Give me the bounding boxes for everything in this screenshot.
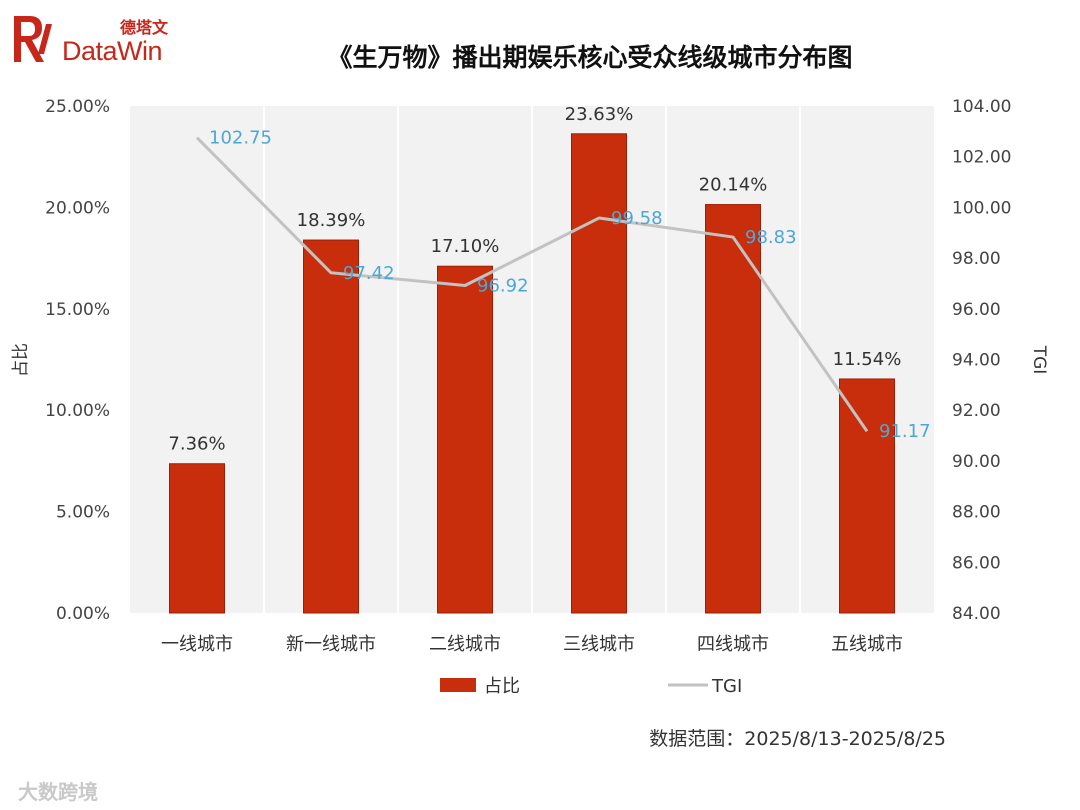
y-right-tick-label: 96.00 bbox=[952, 300, 1001, 320]
bar-value-label: 20.14% bbox=[699, 175, 768, 196]
bar-value-label: 17.10% bbox=[431, 236, 500, 257]
x-tick-label: 三线城市 bbox=[563, 634, 635, 655]
y-right-tick-label: 84.00 bbox=[952, 604, 1001, 624]
y-right-tick-label: 100.00 bbox=[952, 198, 1011, 218]
bar bbox=[437, 265, 493, 614]
bar bbox=[169, 463, 225, 614]
x-tick-label: 二线城市 bbox=[429, 634, 501, 655]
tgi-value-label: 97.42 bbox=[343, 263, 395, 284]
legend-label-bar: 占比 bbox=[484, 676, 520, 697]
y-right-tick-label: 90.00 bbox=[952, 452, 1001, 472]
bar bbox=[303, 239, 359, 614]
datawin-logo: 德塔文 DataWin bbox=[8, 10, 178, 70]
y-right-tick-label: 92.00 bbox=[952, 401, 1001, 421]
brand-name-cn: 德塔文 bbox=[120, 18, 169, 37]
x-tick-label: 四线城市 bbox=[697, 634, 769, 655]
bar-value-label: 18.39% bbox=[297, 210, 366, 231]
tgi-value-label: 96.92 bbox=[477, 275, 529, 296]
y-left-tick-label: 5.00% bbox=[56, 503, 110, 523]
y-right-tick-label: 104.00 bbox=[952, 97, 1011, 117]
y-right-tick-label: 98.00 bbox=[952, 249, 1001, 269]
tgi-value-label: 91.17 bbox=[879, 421, 931, 442]
y-left-tick-label: 20.00% bbox=[45, 198, 110, 218]
datawin-logo-mark-icon bbox=[14, 16, 52, 62]
y-left-tick-label: 15.00% bbox=[45, 300, 110, 320]
y-right-tick-label: 102.00 bbox=[952, 148, 1011, 168]
bar-value-label: 11.54% bbox=[833, 349, 902, 370]
y-left-axis-title: 占比 bbox=[11, 343, 31, 377]
y-left-tick-label: 10.00% bbox=[45, 401, 110, 421]
y-left-tick-label: 0.00% bbox=[56, 604, 110, 624]
watermark: 大数跨境 bbox=[18, 780, 98, 804]
bar bbox=[839, 378, 895, 614]
x-tick-label: 一线城市 bbox=[161, 634, 233, 655]
data-range-note: 数据范围：2025/8/13-2025/8/25 bbox=[649, 728, 946, 750]
x-tick-label: 五线城市 bbox=[831, 634, 903, 655]
brand-name: DataWin bbox=[62, 36, 163, 66]
y-right-axis-title: TGI bbox=[1029, 345, 1049, 375]
y-left-tick-label: 25.00% bbox=[45, 97, 110, 117]
x-tick-label: 新一线城市 bbox=[286, 634, 376, 655]
tgi-line bbox=[195, 136, 869, 433]
y-right-tick-label: 86.00 bbox=[952, 553, 1001, 573]
bar bbox=[705, 204, 761, 614]
y-right-tick-label: 94.00 bbox=[952, 351, 1001, 371]
bar-value-label: 23.63% bbox=[565, 104, 634, 125]
chart-title: 《生万物》播出期娱乐核心受众线级城市分布图 bbox=[327, 43, 853, 72]
tgi-value-label: 98.83 bbox=[745, 227, 797, 248]
bar-value-label: 7.36% bbox=[168, 434, 225, 455]
y-right-tick-label: 88.00 bbox=[952, 503, 1001, 523]
tgi-value-label: 99.58 bbox=[611, 208, 663, 229]
legend-label-line: TGI bbox=[711, 676, 742, 697]
bar bbox=[571, 133, 627, 614]
legend-swatch-bar bbox=[440, 678, 476, 692]
tgi-value-label: 102.75 bbox=[209, 128, 272, 149]
